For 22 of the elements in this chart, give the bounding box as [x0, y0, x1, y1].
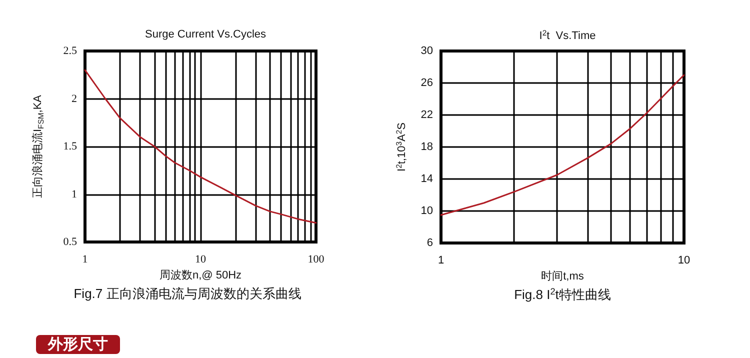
x-tick-label: 10 — [195, 254, 206, 266]
y-tick-label: 26 — [420, 77, 433, 89]
x-axis-title: 时间t,ms — [541, 270, 584, 282]
x-axis-title: 周波数n,@ 50Hz — [159, 268, 242, 282]
y-tick-label: 18 — [420, 141, 433, 153]
y-tick-label: 22 — [420, 109, 433, 121]
y-tick-label: 2.5 — [63, 45, 78, 57]
text: 外形尺寸 — [47, 336, 108, 353]
y-tick-label: 10 — [420, 205, 433, 217]
caption: Fig.7 正向浪涌电流与周波数的关系曲线 — [74, 286, 302, 301]
y-tick-label: 30 — [420, 45, 433, 57]
y-tick-label: 2 — [72, 92, 77, 105]
x-tick-label: 100 — [308, 254, 325, 266]
y-tick-label: 14 — [420, 173, 433, 185]
x-tick-label: 10 — [678, 254, 690, 266]
x-tick-label: 1 — [82, 254, 88, 266]
y-tick-label: 0.5 — [63, 236, 78, 248]
y-tick-label: 1.5 — [63, 140, 78, 152]
chart-title: Surge Current Vs.Cycles — [144, 28, 267, 40]
y-tick-label: 6 — [426, 237, 433, 249]
y-tick-label: 1 — [72, 188, 77, 200]
x-tick-label: 1 — [438, 254, 444, 266]
